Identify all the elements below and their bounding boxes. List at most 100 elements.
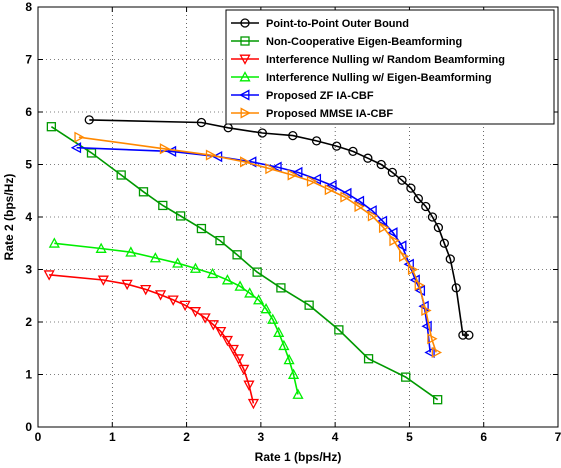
x-tick-label: 4	[332, 430, 339, 444]
data-point	[287, 368, 300, 379]
data-point	[267, 313, 279, 324]
data-point	[43, 270, 55, 281]
data-point	[84, 115, 94, 125]
data-point	[253, 294, 265, 305]
data-point	[396, 240, 407, 252]
data-point	[175, 211, 186, 221]
legend-label: Point-to-Point Outer Bound	[266, 18, 409, 30]
data-point	[389, 235, 400, 247]
y-tick-label: 1	[25, 368, 32, 382]
data-point	[421, 320, 432, 332]
y-tick-label: 4	[25, 210, 32, 224]
data-point	[116, 170, 126, 180]
data-point	[74, 131, 85, 143]
series-5	[74, 131, 443, 359]
data-point	[421, 201, 431, 212]
y-tick-label: 0	[25, 420, 32, 434]
data-point	[433, 395, 443, 405]
legend-label: Interference Nulling w/ Eigen-Beamformin…	[266, 72, 492, 84]
x-tick-label: 0	[35, 430, 42, 444]
data-point	[240, 156, 251, 168]
data-point	[121, 279, 133, 291]
data-point	[159, 143, 171, 155]
y-tick-label: 8	[25, 0, 32, 14]
series-line	[89, 119, 469, 336]
data-point	[149, 252, 161, 263]
data-point	[451, 283, 461, 293]
data-point	[306, 175, 318, 187]
legend-entry: Proposed MMSE IA-CBF	[231, 107, 393, 120]
legend-marker	[239, 89, 250, 101]
data-point	[234, 280, 246, 291]
x-tick-label: 3	[258, 430, 265, 444]
data-point	[206, 267, 219, 279]
data-point	[97, 275, 109, 286]
legend-marker	[240, 18, 250, 28]
data-point	[287, 169, 298, 181]
data-point	[304, 300, 314, 310]
legend: Point-to-Point Outer Bound Non-Cooperativ…	[225, 9, 555, 125]
data-point	[427, 333, 438, 345]
data-point	[260, 303, 272, 314]
data-point	[247, 398, 260, 410]
data-point	[227, 344, 239, 356]
x-tick-label: 6	[480, 430, 487, 444]
data-point	[199, 313, 211, 324]
x-tick-label: 1	[109, 430, 116, 444]
data-point	[353, 195, 365, 207]
data-point	[464, 330, 474, 340]
data-point	[48, 237, 60, 248]
legend-box	[225, 9, 555, 125]
data-point	[265, 163, 276, 175]
data-point	[154, 290, 167, 301]
data-point	[431, 346, 443, 359]
data-point	[397, 175, 407, 185]
data-point	[406, 183, 416, 193]
data-point	[238, 364, 250, 376]
data-point	[70, 142, 82, 154]
series-3	[48, 237, 304, 399]
data-point	[387, 227, 398, 239]
data-point	[427, 212, 438, 222]
data-point	[288, 130, 298, 141]
legend-label: Proposed ZF IA-CBF	[266, 90, 374, 102]
data-point	[257, 128, 267, 138]
legend-entry: Proposed ZF IA-CBF	[231, 89, 374, 102]
legend-entry: Interference Nulling w/ Eigen-Beamformin…	[231, 71, 492, 84]
data-point	[244, 287, 256, 298]
data-point	[167, 295, 179, 306]
data-point	[196, 223, 207, 234]
x-axis-label: Rate 1 (bps/Hz)	[255, 450, 342, 464]
y-tick-label: 3	[25, 263, 32, 277]
data-point	[179, 300, 191, 312]
series-0	[84, 115, 474, 340]
y-tick-label: 2	[25, 315, 32, 329]
legend-label: Non-Cooperative Eigen-Beamforming	[266, 36, 462, 48]
data-point	[232, 354, 245, 365]
data-point	[189, 307, 202, 318]
data-point	[189, 262, 202, 273]
data-point	[243, 380, 255, 391]
data-point	[331, 141, 342, 151]
data-point	[340, 191, 351, 203]
legend-label: Proposed MMSE IA-CBF	[266, 108, 393, 120]
x-tick-label: 2	[183, 430, 190, 444]
data-point	[401, 372, 411, 382]
legend-entry: Interference Nulling w/ Random Beamformi…	[231, 54, 505, 66]
data-point	[348, 146, 358, 157]
data-point	[207, 320, 219, 331]
series-line	[78, 136, 437, 353]
data-point	[273, 326, 285, 337]
data-point	[376, 159, 386, 170]
series-layer	[43, 115, 474, 410]
y-tick-label: 5	[25, 158, 32, 172]
series-line	[49, 274, 255, 404]
data-point	[445, 254, 455, 264]
data-point	[399, 250, 410, 262]
data-point	[215, 326, 227, 338]
data-point	[95, 242, 107, 253]
data-point	[292, 166, 303, 178]
data-point	[221, 335, 234, 347]
data-point	[172, 257, 184, 268]
